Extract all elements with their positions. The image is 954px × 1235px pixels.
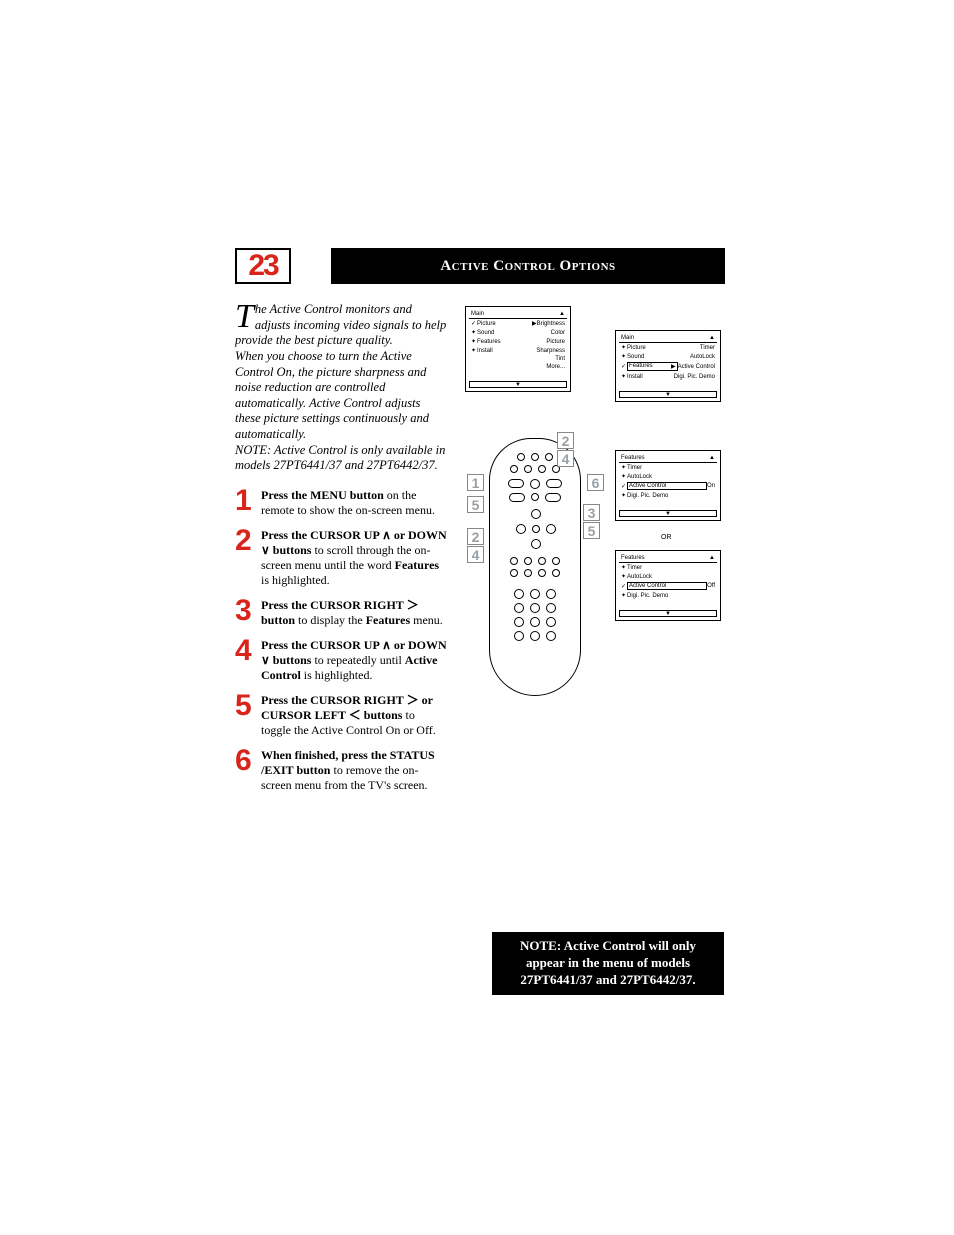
footer-note-text: NOTE: Active Control will only appear in… <box>520 938 696 987</box>
menu-row: ✦Digi. Pic. Demo <box>619 491 717 500</box>
menu-row: ✓Active ControlOn <box>619 481 717 491</box>
text-column: The Active Control monitors and adjusts … <box>235 302 447 803</box>
menu-row: ✦AutoLock <box>619 572 717 581</box>
menu-row: ✦FeaturesPicture <box>469 337 567 346</box>
menu-row: ✦Timer <box>619 563 717 572</box>
step-number: 4 <box>235 638 261 683</box>
callout-box: 4 <box>557 450 574 467</box>
callout-box: 5 <box>467 496 484 513</box>
step-text: Press the MENU button on the remote to s… <box>261 488 447 518</box>
dropcap: T <box>235 302 255 330</box>
callout-box: 6 <box>587 474 604 491</box>
step-item: 3 Press the CURSOR RIGHT ＞ button to dis… <box>235 598 447 628</box>
intro-p2: When you choose to turn the Active Contr… <box>235 349 447 443</box>
remote-control-illustration <box>489 438 581 696</box>
callout-box: 2 <box>557 432 574 449</box>
step-number: 1 <box>235 488 261 518</box>
step-item: 2 Press the CURSOR UP ∧ or DOWN ∨ button… <box>235 528 447 588</box>
step-item: 1 Press the MENU button on the remote to… <box>235 488 447 518</box>
page-number-box: 23 <box>235 248 291 284</box>
callout-box: 3 <box>583 504 600 521</box>
step-item: 5 Press the CURSOR RIGHT ＞ or CURSOR LEF… <box>235 693 447 738</box>
menu-row: ✦PictureTimer <box>619 343 717 352</box>
step-number: 5 <box>235 693 261 738</box>
intro-note: NOTE: Active Control is only available i… <box>235 443 447 474</box>
step-number: 3 <box>235 598 261 628</box>
step-text: Press the CURSOR UP ∧ or DOWN ∨ buttons … <box>261 528 447 588</box>
menu-row: ✓Features▶Active Control <box>619 361 717 372</box>
osd-menu-main-picture: Main▲ ✓Picture▶Brightness✦SoundColor✦Fea… <box>465 306 571 392</box>
menu-row: ✦SoundAutoLock <box>619 352 717 361</box>
manual-page: 23 Active Control Options The Active Con… <box>235 248 725 803</box>
intro-text: The Active Control monitors and adjusts … <box>235 302 447 474</box>
menu-row: ✦InstallDigi. Pic. Demo <box>619 372 717 381</box>
step-text: Press the CURSOR RIGHT ＞ or CURSOR LEFT … <box>261 693 447 738</box>
footer-note-box: NOTE: Active Control will only appear in… <box>492 932 724 995</box>
callout-box: 5 <box>583 522 600 539</box>
callout-box: 2 <box>467 528 484 545</box>
intro-p1: he Active Control monitors and adjusts i… <box>235 302 446 347</box>
columns: The Active Control monitors and adjusts … <box>235 302 725 803</box>
step-number: 6 <box>235 748 261 793</box>
menu-row: More... <box>469 363 567 371</box>
menu-row: ✓Active ControlOff <box>619 581 717 591</box>
osd-menu-main-features: Main▲ ✦PictureTimer✦SoundAutoLock✓Featur… <box>615 330 721 402</box>
header-row: 23 Active Control Options <box>235 248 725 284</box>
or-label: OR <box>661 534 672 541</box>
page-number: 23 <box>248 249 277 283</box>
menu-row: ✦Digi. Pic. Demo <box>619 591 717 600</box>
diagram-column: Main▲ ✓Picture▶Brightness✦SoundColor✦Fea… <box>465 302 725 803</box>
section-title: Active Control Options <box>331 248 725 284</box>
callout-box: 4 <box>467 546 484 563</box>
osd-menu-features-off: Features▲ ✦Timer✦AutoLock✓Active Control… <box>615 550 721 621</box>
menu-row: ✦AutoLock <box>619 472 717 481</box>
step-number: 2 <box>235 528 261 588</box>
step-text: When finished, press the STATUS /EXIT bu… <box>261 748 447 793</box>
step-text: Press the CURSOR UP ∧ or DOWN ∨ buttons … <box>261 638 447 683</box>
callout-box: 1 <box>467 474 484 491</box>
osd-menu-features-on: Features▲ ✦Timer✦AutoLock✓Active Control… <box>615 450 721 521</box>
menu-row: Tint <box>469 355 567 363</box>
steps-list: 1 Press the MENU button on the remote to… <box>235 488 447 793</box>
menu-row: ✦Timer <box>619 463 717 472</box>
menu-row: ✦InstallSharpness <box>469 346 567 355</box>
title-text: Active Control Options <box>440 258 615 275</box>
menu-row: ✓Picture▶Brightness <box>469 319 567 328</box>
step-text: Press the CURSOR RIGHT ＞ button to displ… <box>261 598 447 628</box>
step-item: 4 Press the CURSOR UP ∧ or DOWN ∨ button… <box>235 638 447 683</box>
menu-row: ✦SoundColor <box>469 328 567 337</box>
step-item: 6 When finished, press the STATUS /EXIT … <box>235 748 447 793</box>
